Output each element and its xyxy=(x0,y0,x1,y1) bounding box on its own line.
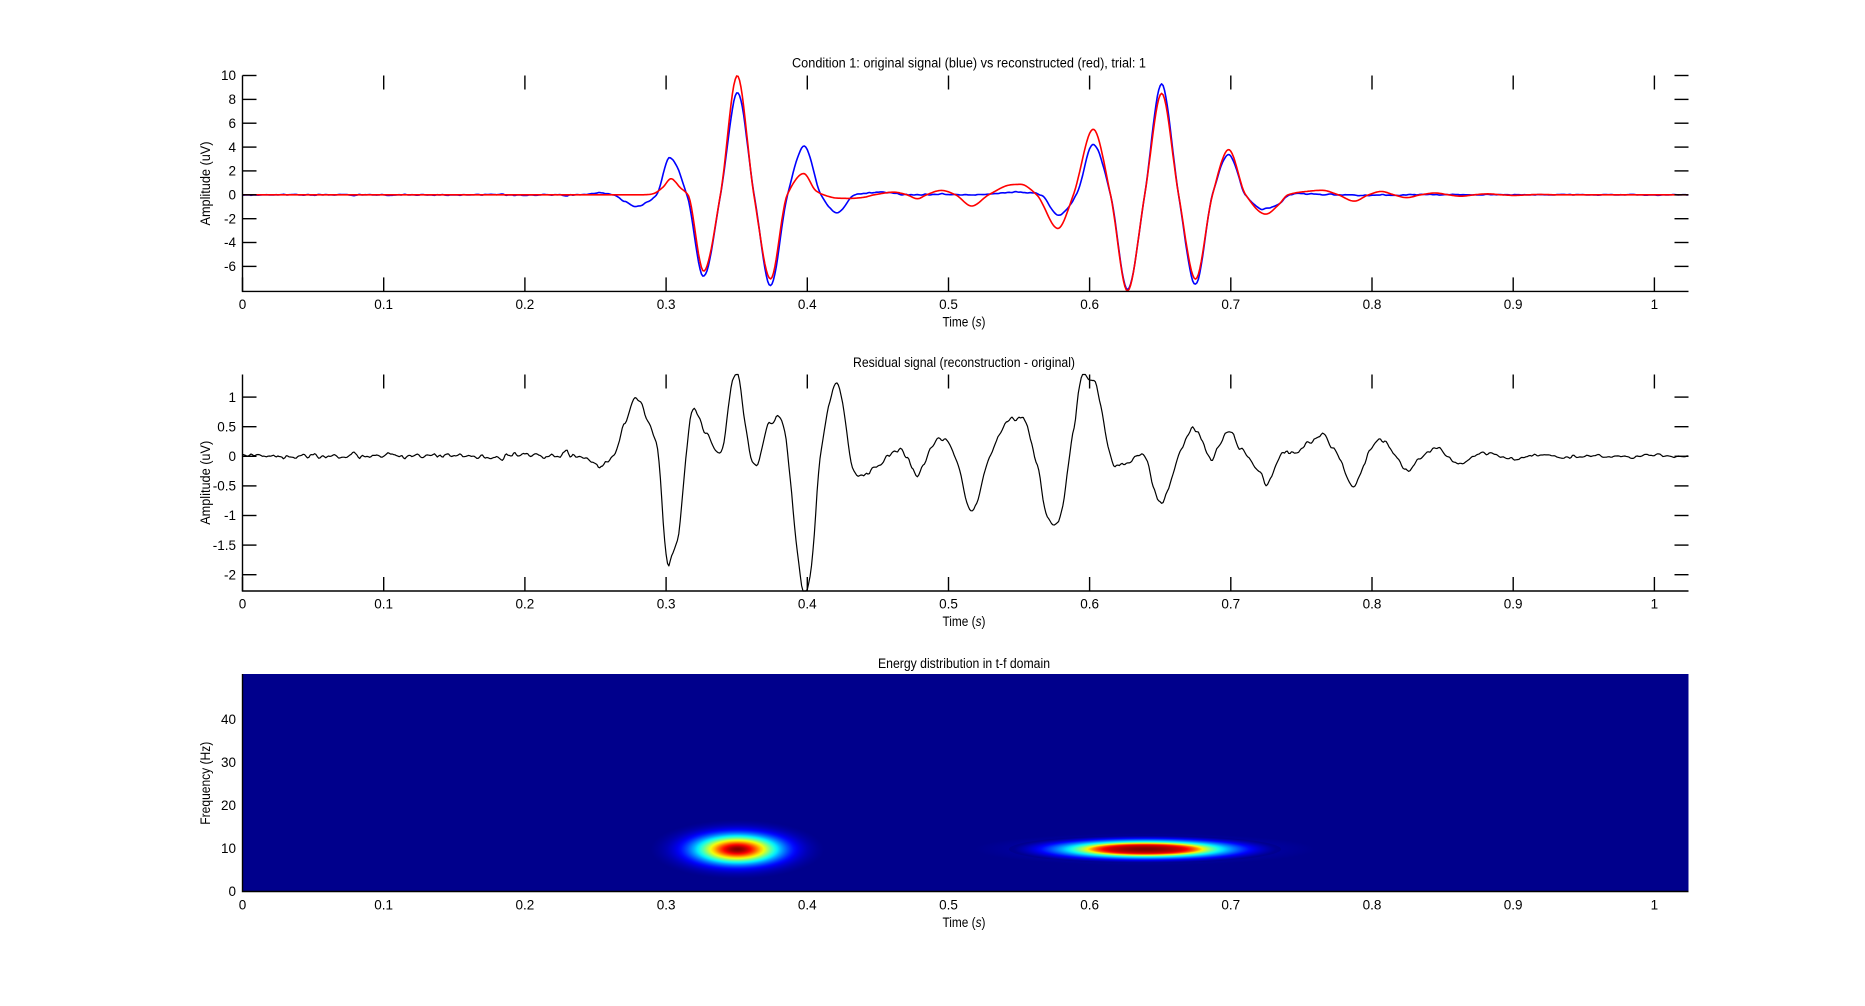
svg-text:-2: -2 xyxy=(224,211,236,226)
svg-text:Time (s): Time (s) xyxy=(943,314,986,329)
svg-text:0.6: 0.6 xyxy=(1080,898,1099,913)
svg-text:-1.5: -1.5 xyxy=(213,538,236,553)
svg-text:0.4: 0.4 xyxy=(798,297,817,312)
svg-text:0.7: 0.7 xyxy=(1221,898,1240,913)
svg-text:0.5: 0.5 xyxy=(217,419,236,434)
svg-text:8: 8 xyxy=(228,92,236,107)
svg-text:30: 30 xyxy=(221,755,236,770)
svg-text:10: 10 xyxy=(221,68,236,83)
svg-text:0.9: 0.9 xyxy=(1504,597,1523,612)
svg-text:1: 1 xyxy=(1651,597,1659,612)
svg-text:-6: -6 xyxy=(224,259,236,274)
svg-text:0.9: 0.9 xyxy=(1504,898,1523,913)
svg-text:Residual signal (reconstructio: Residual signal (reconstruction - origin… xyxy=(853,355,1075,370)
svg-text:Time (s): Time (s) xyxy=(943,614,986,629)
svg-text:2: 2 xyxy=(228,164,236,179)
svg-text:6: 6 xyxy=(228,116,236,131)
svg-text:0.6: 0.6 xyxy=(1080,597,1099,612)
svg-text:0.9: 0.9 xyxy=(1504,297,1523,312)
svg-text:0.5: 0.5 xyxy=(939,297,958,312)
svg-text:-2: -2 xyxy=(224,567,236,582)
svg-text:0.1: 0.1 xyxy=(374,898,393,913)
svg-text:0.4: 0.4 xyxy=(798,597,817,612)
svg-text:Energy distribution in t-f dom: Energy distribution in t-f domain xyxy=(878,656,1050,671)
svg-text:-4: -4 xyxy=(224,235,236,250)
svg-text:0.4: 0.4 xyxy=(798,898,817,913)
svg-text:0.1: 0.1 xyxy=(374,597,393,612)
svg-text:0.8: 0.8 xyxy=(1363,297,1382,312)
svg-text:Amplitude (uV): Amplitude (uV) xyxy=(198,441,213,525)
svg-text:0: 0 xyxy=(239,597,247,612)
svg-text:1: 1 xyxy=(1651,297,1659,312)
svg-text:0.3: 0.3 xyxy=(657,898,676,913)
svg-text:-1: -1 xyxy=(224,508,236,523)
svg-text:0.7: 0.7 xyxy=(1221,597,1240,612)
svg-text:0.2: 0.2 xyxy=(516,297,535,312)
svg-text:0.6: 0.6 xyxy=(1080,297,1099,312)
svg-text:0.8: 0.8 xyxy=(1363,597,1382,612)
svg-text:0.8: 0.8 xyxy=(1363,898,1382,913)
svg-text:0.7: 0.7 xyxy=(1221,297,1240,312)
svg-text:0.3: 0.3 xyxy=(657,597,676,612)
svg-text:10: 10 xyxy=(221,841,236,856)
svg-text:0: 0 xyxy=(239,297,247,312)
svg-text:0: 0 xyxy=(239,898,247,913)
svg-text:4: 4 xyxy=(228,140,236,155)
svg-text:Amplitude (uV): Amplitude (uV) xyxy=(198,142,213,226)
svg-text:20: 20 xyxy=(221,798,236,813)
svg-text:40: 40 xyxy=(221,712,236,727)
svg-text:-0.5: -0.5 xyxy=(213,479,236,494)
svg-text:0: 0 xyxy=(228,188,236,203)
svg-text:0.3: 0.3 xyxy=(657,297,676,312)
svg-text:Condition 1: original signal (: Condition 1: original signal (blue) vs r… xyxy=(792,55,1146,70)
svg-text:0.1: 0.1 xyxy=(374,297,393,312)
svg-text:1: 1 xyxy=(1651,898,1659,913)
svg-text:Time (s): Time (s) xyxy=(943,915,986,930)
svg-text:0: 0 xyxy=(228,449,236,464)
svg-text:Frequency (Hz): Frequency (Hz) xyxy=(198,742,213,825)
svg-text:1: 1 xyxy=(228,390,236,405)
svg-text:0: 0 xyxy=(228,884,236,899)
svg-text:0.5: 0.5 xyxy=(939,597,958,612)
svg-text:0.5: 0.5 xyxy=(939,898,958,913)
svg-text:0.2: 0.2 xyxy=(516,898,535,913)
svg-text:0.2: 0.2 xyxy=(516,597,535,612)
